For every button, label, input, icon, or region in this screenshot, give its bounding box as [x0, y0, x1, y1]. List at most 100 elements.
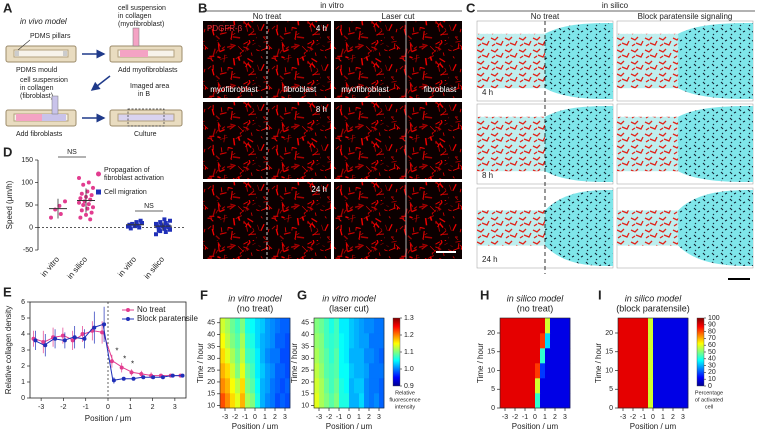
heat-cell: [623, 318, 629, 334]
heat-cell: [618, 348, 624, 364]
x-tick-label: -3: [222, 414, 228, 421]
y-tick-label: 4: [21, 331, 25, 338]
annotation: *: [131, 360, 134, 369]
y-tick-label: 3: [21, 347, 25, 354]
heat-cell: [275, 393, 281, 409]
legend-label: Cell migration: [104, 189, 147, 196]
colorbar-tick-label: 60: [708, 342, 716, 349]
y-tick-label: 10: [301, 402, 309, 409]
heat-cell: [683, 318, 689, 334]
heat-cell: [354, 348, 360, 364]
heat-cell: [638, 333, 644, 349]
heat-cell: [314, 333, 320, 349]
x-tick-label: 1: [128, 404, 132, 411]
heat-cell: [505, 318, 511, 334]
heat-cell: [220, 318, 226, 334]
x-tick-label: 0: [651, 414, 655, 421]
heat-cell: [339, 393, 345, 409]
y-tick-label: 50: [25, 202, 33, 209]
heat-cell: [653, 333, 659, 349]
heat-cell: [379, 348, 385, 364]
colorbar-tick-label: 10: [708, 376, 716, 383]
heat-cell: [520, 318, 526, 334]
x-tick-label: -1: [83, 404, 89, 411]
x-tick-label: -2: [60, 404, 66, 411]
heat-cell: [364, 318, 370, 334]
heat-cell: [230, 318, 236, 334]
label: PDMS pillars: [30, 33, 71, 40]
heat-cell: [565, 363, 571, 379]
heat-cell: [515, 333, 521, 349]
heat-cell: [349, 333, 355, 349]
heat-cell: [545, 348, 551, 364]
heat-cell: [678, 333, 684, 349]
heat-cell: [515, 393, 521, 409]
point: [141, 375, 146, 380]
heat-cell: [555, 393, 561, 409]
heat-cell: [329, 363, 335, 379]
heat-cell: [235, 363, 241, 379]
heat-cell: [638, 393, 644, 409]
region-label: myofibroblast: [210, 85, 258, 94]
heat-cell: [673, 393, 679, 409]
heat-cell: [535, 333, 541, 349]
heat-cell: [379, 393, 385, 409]
heat-cell: [663, 363, 669, 379]
chart-subtitle: (laser cut): [329, 303, 369, 313]
heat-cell: [364, 378, 370, 394]
y-tick-label: 15: [487, 349, 495, 356]
heat-cell: [668, 333, 674, 349]
heat-cell: [240, 333, 246, 349]
heat-cell: [275, 318, 281, 334]
x-tick-label: -3: [620, 414, 626, 421]
point: [49, 215, 53, 220]
heat-cell: [270, 333, 276, 349]
heat-cell: [339, 363, 345, 379]
point: [53, 336, 58, 341]
heat-cell: [220, 333, 226, 349]
heat-cell: [339, 378, 345, 394]
heat-cell: [500, 348, 506, 364]
y-tick-label: 20: [605, 330, 613, 337]
heat-cell: [369, 333, 375, 349]
heat-cell: [658, 363, 664, 379]
point: [129, 370, 134, 375]
y-tick-label: 35: [301, 343, 309, 350]
heat-cell: [648, 318, 654, 334]
x-tick-label: -1: [336, 414, 342, 421]
heat-cell: [535, 393, 541, 409]
heat-cell: [530, 333, 536, 349]
panel-label: H: [480, 287, 489, 302]
heat-cell: [265, 393, 271, 409]
x-tick-label: 0: [347, 414, 351, 421]
heat-cell: [344, 333, 350, 349]
heat-cell: [235, 378, 241, 394]
heat-cell: [319, 378, 325, 394]
heat-cell: [643, 378, 649, 394]
heat-cell: [520, 363, 526, 379]
heat-cell: [673, 348, 679, 364]
heat-cell: [628, 378, 634, 394]
x-axis-label: Position / μm: [232, 422, 279, 429]
heat-cell: [633, 363, 639, 379]
colorbar-label: Percentage: [695, 390, 723, 396]
heat-cell: [653, 318, 659, 334]
heat-cell: [683, 378, 689, 394]
heat-cell: [275, 348, 281, 364]
heat-cell: [265, 378, 271, 394]
panel-label: I: [598, 287, 602, 302]
heat-cell: [260, 318, 266, 334]
x-axis-label: Position / μm: [512, 422, 559, 429]
colorbar-label: intensity: [395, 404, 415, 410]
heat-cell: [560, 348, 566, 364]
time-label: 8 h: [316, 105, 327, 114]
heat-cell: [329, 378, 335, 394]
point: [131, 376, 136, 381]
x-tick-label: in vitro: [39, 254, 61, 278]
heat-cell: [623, 393, 629, 409]
heat-cell: [260, 393, 266, 409]
heat-cell: [623, 333, 629, 349]
x-axis-label: Position / μm: [326, 422, 373, 429]
myofibroblast-region: [617, 210, 679, 246]
point: [78, 196, 83, 201]
